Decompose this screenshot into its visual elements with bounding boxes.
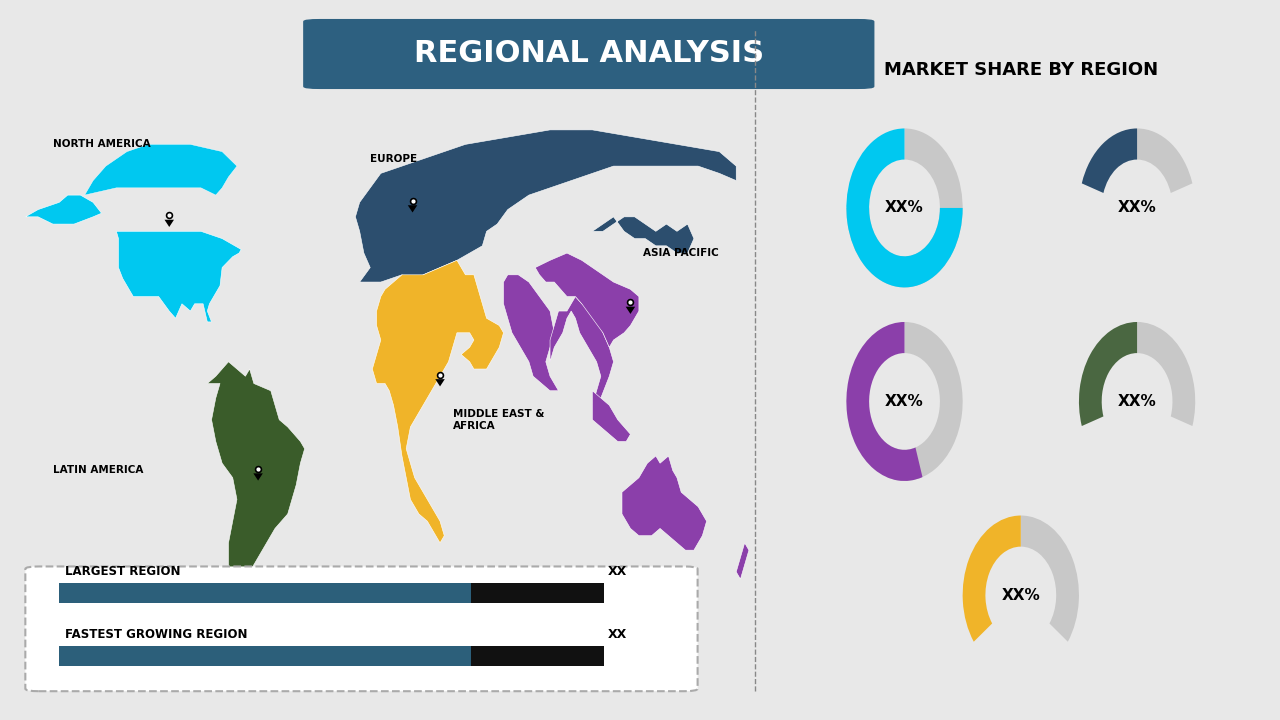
Polygon shape xyxy=(408,205,417,212)
Wedge shape xyxy=(1021,516,1079,642)
Text: XX%: XX% xyxy=(1117,394,1156,409)
Text: LATIN AMERICA: LATIN AMERICA xyxy=(52,465,143,475)
Text: EUROPE: EUROPE xyxy=(370,154,417,164)
Text: XX: XX xyxy=(608,628,627,641)
Polygon shape xyxy=(626,307,635,314)
Text: FASTEST GROWING REGION: FASTEST GROWING REGION xyxy=(65,628,248,641)
Text: XX%: XX% xyxy=(1117,200,1156,215)
Text: XX%: XX% xyxy=(1001,588,1041,603)
Wedge shape xyxy=(963,516,1021,642)
Bar xyxy=(471,646,604,666)
Polygon shape xyxy=(550,297,613,405)
Polygon shape xyxy=(26,195,101,224)
Text: XX: XX xyxy=(608,564,627,577)
Polygon shape xyxy=(622,456,707,550)
Polygon shape xyxy=(593,391,631,441)
FancyBboxPatch shape xyxy=(26,567,698,691)
Polygon shape xyxy=(503,275,558,391)
Bar xyxy=(471,583,604,603)
Wedge shape xyxy=(1137,322,1196,426)
Text: LARGEST REGION: LARGEST REGION xyxy=(65,564,180,577)
Wedge shape xyxy=(1137,128,1193,193)
Polygon shape xyxy=(736,543,749,579)
Bar xyxy=(59,583,471,603)
Wedge shape xyxy=(846,128,963,287)
Text: XX%: XX% xyxy=(886,394,924,409)
Polygon shape xyxy=(593,217,694,253)
Wedge shape xyxy=(846,322,923,481)
Text: REGIONAL ANALYSIS: REGIONAL ANALYSIS xyxy=(413,40,764,68)
Polygon shape xyxy=(535,253,639,347)
Text: XX%: XX% xyxy=(886,200,924,215)
Wedge shape xyxy=(887,322,963,481)
Wedge shape xyxy=(1082,128,1137,193)
Text: ASIA PACIFIC: ASIA PACIFIC xyxy=(643,248,719,258)
FancyBboxPatch shape xyxy=(303,19,874,89)
Polygon shape xyxy=(207,361,305,616)
Bar xyxy=(59,646,471,666)
Polygon shape xyxy=(435,379,444,387)
Wedge shape xyxy=(846,128,963,287)
Polygon shape xyxy=(356,130,736,282)
Wedge shape xyxy=(1079,322,1137,426)
Text: NORTH AMERICA: NORTH AMERICA xyxy=(52,140,151,149)
Polygon shape xyxy=(372,261,503,543)
Polygon shape xyxy=(165,220,174,227)
Polygon shape xyxy=(116,231,241,322)
Text: MARKET SHARE BY REGION: MARKET SHARE BY REGION xyxy=(883,60,1158,78)
Text: MIDDLE EAST &
AFRICA: MIDDLE EAST & AFRICA xyxy=(453,409,544,431)
Polygon shape xyxy=(84,145,237,195)
Polygon shape xyxy=(253,473,262,481)
